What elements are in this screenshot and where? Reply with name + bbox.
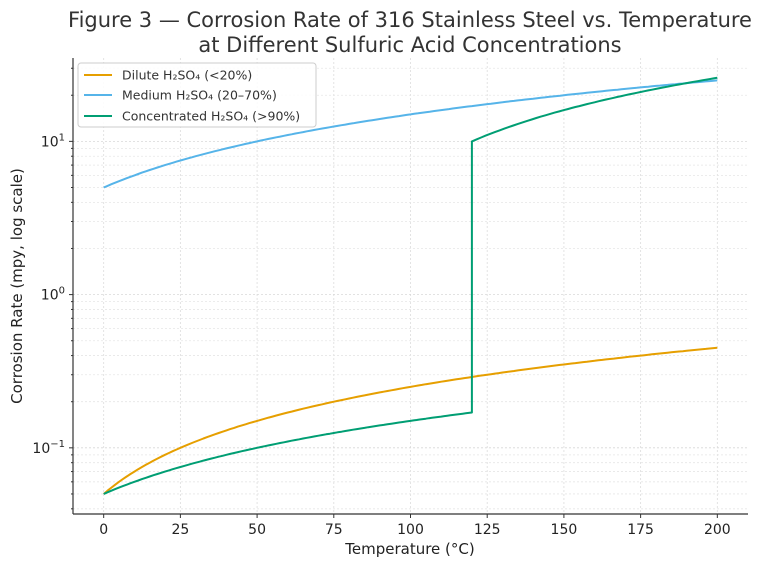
x-tick-label: 75 — [325, 522, 343, 538]
x-axis-label: Temperature (°C) — [344, 540, 474, 558]
x-tick-label: 175 — [627, 522, 654, 538]
x-tick-label: 25 — [171, 522, 189, 538]
legend-label-concentrated: Concentrated H₂SO₄ (>90%) — [122, 109, 300, 124]
series-medium — [103, 79, 718, 189]
chart-title-line-1: Figure 3 — Corrosion Rate of 316 Stainle… — [68, 8, 752, 32]
y-axis-label: Corrosion Rate (mpy, log scale) — [8, 168, 26, 404]
y-tick-label: 10−1 — [32, 439, 65, 457]
x-tick-label: 50 — [248, 522, 266, 538]
axes: 0 25 50 75 100 125 150 175 200 10−1 100 101 — [32, 58, 748, 538]
series-layer — [103, 76, 718, 495]
legend: Dilute H₂SO₄ (<20%) Medium H₂SO₄ (20–70%… — [77, 62, 317, 128]
y-tick-label: 100 — [41, 286, 65, 304]
x-tick-label: 0 — [99, 522, 108, 538]
legend-label-dilute: Dilute H₂SO₄ (<20%) — [122, 68, 252, 83]
legend-label-medium: Medium H₂SO₄ (20–70%) — [122, 88, 277, 103]
y-tick-label: 101 — [41, 132, 65, 150]
x-tick-label: 200 — [704, 522, 731, 538]
series-concentrated — [103, 76, 718, 495]
x-tick-label: 100 — [397, 522, 424, 538]
x-tick-label: 125 — [474, 522, 501, 538]
x-tick-label: 150 — [551, 522, 578, 538]
chart-title-line-2: at Different Sulfuric Acid Concentration… — [198, 33, 621, 57]
series-dilute — [103, 346, 718, 495]
legend-frame — [77, 62, 317, 128]
